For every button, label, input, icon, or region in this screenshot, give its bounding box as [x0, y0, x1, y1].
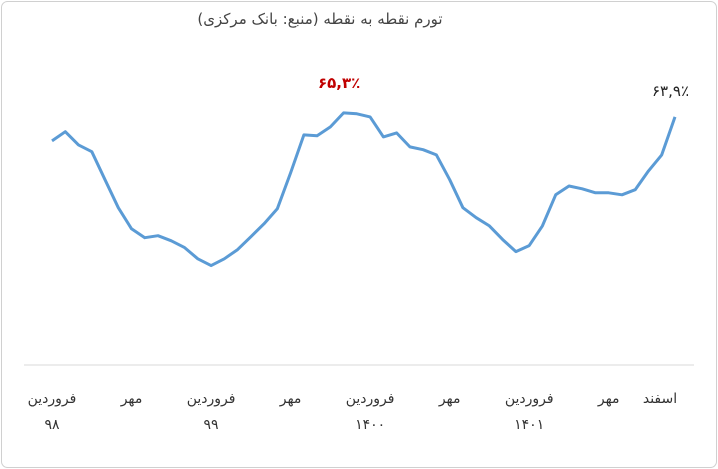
x-tick-label: فروردین ۹۸: [27, 391, 77, 433]
annotation: ۶۵,۳٪: [318, 74, 361, 92]
x-tick-label: اسفند: [642, 391, 678, 407]
annotation: ۶۳,۹٪: [652, 82, 689, 100]
x-tick-label: فروردین ۹۹: [186, 391, 236, 433]
x-tick-label: مهر: [438, 391, 461, 407]
x-tick-label: مهر: [120, 391, 143, 407]
chart-title: تورم نقطه به نقطه (منبع: بانک مرکزی): [197, 10, 442, 28]
line-series: [51, 111, 677, 268]
x-tick-label: فروردین ۱۴۰۰: [345, 391, 395, 433]
x-tick-label: فروردین ۱۴۰۱: [504, 391, 554, 433]
x-tick-label: مهر: [279, 391, 302, 407]
x-tick-label: مهر: [597, 391, 620, 407]
